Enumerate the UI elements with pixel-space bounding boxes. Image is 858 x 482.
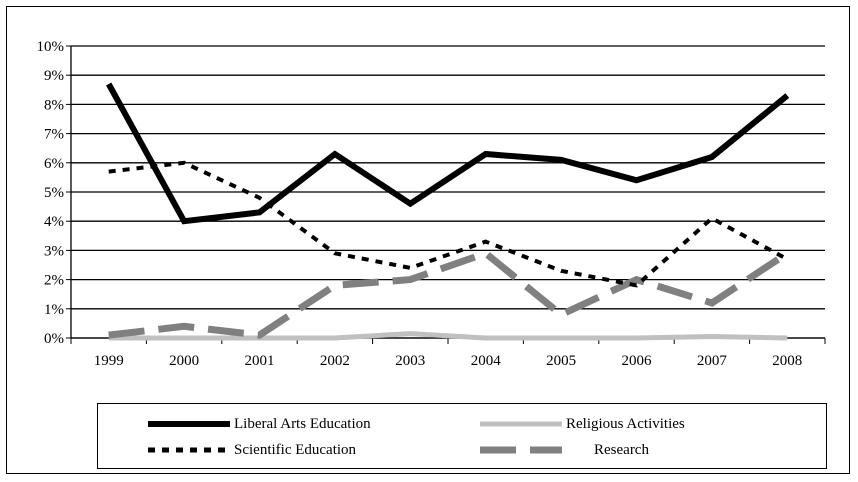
- legend-swatch-research: [480, 446, 562, 454]
- y-tick-label: 7%: [44, 127, 64, 143]
- x-tick-label: 2003: [395, 353, 425, 369]
- y-tick-label: 6%: [44, 156, 64, 172]
- series-line-research: [108, 249, 790, 339]
- series-line-liberal-arts-education: [106, 82, 790, 225]
- legend-swatch-religious: [480, 421, 562, 427]
- legend-label: Research: [594, 441, 649, 458]
- y-tick-label: 4%: [44, 214, 64, 230]
- legend: Liberal Arts Education Religious Activit…: [97, 403, 827, 469]
- legend-label: Liberal Arts Education: [234, 415, 371, 432]
- y-tick-label: 1%: [44, 302, 64, 318]
- y-tick-label: 5%: [44, 185, 64, 201]
- legend-item-religious-activities: Religious Activities: [478, 413, 685, 435]
- x-tick-label: 2002: [320, 353, 350, 369]
- x-tick-label: 2008: [772, 353, 802, 369]
- chart-frame: [6, 6, 850, 474]
- x-axis: 1999 2000 2001 2002 2003 2004 2005 2006 2007 2008: [70, 46, 826, 369]
- legend-label: Scientific Education: [234, 441, 357, 458]
- gridlines: [71, 45, 825, 339]
- x-tick-label: 1999: [94, 353, 124, 369]
- legend-label: Religious Activities: [566, 415, 685, 432]
- legend-item-research: Research: [478, 439, 649, 461]
- x-tick-label: 2004: [471, 353, 502, 369]
- y-tick-label: 2%: [44, 273, 64, 289]
- y-tick-label: 0%: [44, 331, 64, 347]
- legend-item-liberal-arts-education: Liberal Arts Education: [146, 413, 371, 435]
- x-tick-label: 2006: [622, 353, 653, 369]
- x-tick-label: 2001: [245, 353, 275, 369]
- series-line-scientific-education: [108, 160, 789, 288]
- y-axis-ticks: 0% 1% 2% 3% 4% 5% 6% 7% 8% 9% 10%: [37, 39, 71, 347]
- series-lines: [106, 82, 790, 341]
- legend-swatch-liberal-arts: [148, 421, 230, 427]
- y-tick-label: 9%: [44, 68, 64, 84]
- x-tick-label: 2000: [169, 353, 199, 369]
- x-tick-label: 2005: [546, 353, 576, 369]
- y-tick-label: 10%: [37, 39, 65, 55]
- y-tick-label: 8%: [44, 97, 64, 113]
- y-tick-label: 3%: [44, 243, 64, 259]
- legend-swatch-scientific: [148, 447, 230, 453]
- legend-item-scientific-education: Scientific Education: [146, 439, 356, 461]
- series-line-religious-activities: [108, 331, 788, 341]
- x-tick-label: 2007: [697, 353, 728, 369]
